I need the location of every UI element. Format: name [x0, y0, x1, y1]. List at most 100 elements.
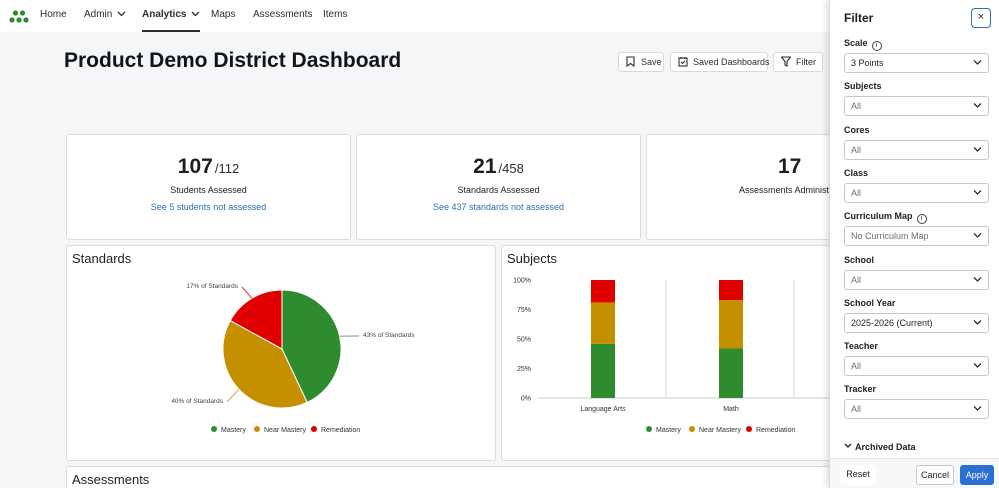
filter-select-value: 2025-2026 (Current): [851, 317, 933, 328]
filter-select-subjects[interactable]: All: [844, 96, 989, 117]
filter-select-value: All: [851, 101, 862, 112]
nav-items[interactable]: Items: [323, 9, 348, 20]
chevron-down-icon: [973, 146, 982, 152]
kpi-card-standards: 21/458 Standards Assessed See 437 standa…: [356, 134, 641, 240]
pie-slice-mastery[interactable]: [281, 289, 342, 404]
bar-segment-mastery[interactable]: [591, 343, 615, 398]
filter-panel-title: Filter: [844, 11, 874, 25]
filter-label-text: Subjects: [844, 81, 882, 92]
filter-label-subjects: Subjects: [844, 81, 882, 91]
filter-label-text: School: [844, 254, 875, 265]
pie-label-leader: [241, 286, 253, 299]
filter-label-tracker: Tracker: [844, 384, 876, 394]
reset-button[interactable]: Reset: [840, 465, 876, 485]
nav-analytics-label: Analytics: [142, 9, 187, 20]
filter-select-class[interactable]: All: [844, 182, 989, 203]
nav-analytics[interactable]: Analytics: [142, 0, 201, 32]
kpi-standards-label: Standards Assessed: [457, 185, 540, 195]
nav-home[interactable]: Home: [40, 9, 67, 20]
nav-admin-label: Admin: [84, 9, 113, 20]
chevron-down-icon: [844, 443, 852, 448]
filter-label-curriculum-map: Curriculum Map i: [844, 211, 927, 225]
kpi-standards-total: /458: [498, 161, 524, 176]
apply-button[interactable]: Apply: [960, 465, 994, 485]
saved-dashboards-button[interactable]: Saved Dashboards: [670, 52, 770, 72]
filter-select-school[interactable]: All: [844, 269, 989, 290]
filter-panel: Filter × Scale i 3 Points Subjects All Cores A…: [829, 0, 999, 488]
filter-label-school: School: [844, 255, 874, 265]
legend-label: Remediation: [321, 427, 360, 434]
filter-select-value: All: [851, 187, 862, 198]
chevron-down-icon: [973, 319, 982, 325]
info-icon[interactable]: i: [916, 214, 927, 225]
standards-panel-title: Standards: [72, 251, 132, 266]
pie-slice-remediation[interactable]: [229, 289, 283, 350]
filter-label-scale: Scale i: [844, 38, 882, 51]
filter-label-text: Cores: [844, 124, 870, 135]
legend-label: Near Mastery: [699, 427, 742, 434]
chevron-down-icon: [973, 103, 982, 109]
nav-admin[interactable]: Admin: [84, 0, 126, 32]
bar-segment-remediation[interactable]: [591, 280, 615, 303]
filter-label-class: Class: [844, 168, 868, 178]
bar-segment-near-mastery[interactable]: [591, 302, 615, 344]
filter-select-value: All: [851, 361, 862, 372]
app-logo-icon[interactable]: [9, 9, 29, 23]
cancel-button[interactable]: Cancel: [916, 465, 954, 485]
subjects-panel-title: Subjects: [507, 251, 557, 266]
kpi-students-total: /112: [214, 161, 240, 176]
filter-select-value: No Curriculum Map: [851, 231, 929, 242]
assessments-panel: Assessments: [66, 466, 931, 488]
archived-data-toggle[interactable]: Archived Data: [844, 442, 916, 452]
x-tick-label: Language Arts: [580, 406, 626, 413]
bar-segment-remediation[interactable]: [719, 280, 743, 301]
filter-footer: Reset Cancel Apply: [830, 458, 999, 488]
filter-select-curriculum-map[interactable]: No Curriculum Map: [844, 226, 989, 247]
legend-label: Near Mastery: [264, 427, 307, 434]
filter-select-scale[interactable]: 3 Points: [844, 53, 989, 73]
close-filter-button[interactable]: ×: [971, 8, 991, 28]
filter-select-tracker[interactable]: All: [844, 399, 989, 420]
save-button-label: Save: [641, 57, 662, 67]
chevron-down-icon: [973, 233, 982, 239]
save-button[interactable]: Save: [618, 52, 664, 72]
filter-select-teacher[interactable]: All: [844, 356, 989, 377]
filter-button[interactable]: Filter: [773, 52, 823, 72]
filter-label-school-year: School Year: [844, 298, 895, 308]
bar-segment-mastery[interactable]: [719, 348, 743, 398]
archived-data-label: Archived Data: [855, 442, 916, 452]
bar-segment-near-mastery[interactable]: [719, 300, 743, 349]
info-icon[interactable]: i: [871, 41, 882, 51]
filter-select-value: All: [851, 274, 862, 285]
legend-label: Mastery: [656, 427, 681, 434]
x-tick-label: Math: [723, 406, 739, 413]
standards-not-assessed-link[interactable]: See 437 standards not assessed: [432, 202, 565, 212]
kpi-standards-value: 21/458: [357, 155, 640, 179]
students-not-assessed-link[interactable]: See 5 students not assessed: [150, 202, 267, 212]
chevron-down-icon: [973, 406, 982, 412]
legend-marker: [646, 426, 652, 432]
filter-select-school-year[interactable]: 2025-2026 (Current): [844, 312, 989, 333]
filter-label-teacher: Teacher: [844, 341, 878, 351]
filter-funnel-icon: [781, 56, 791, 67]
subjects-bar-chart: 0% 25% 50% 75% 100% Language Arts Math Mastery N…: [513, 278, 930, 434]
filter-select-cores[interactable]: All: [844, 139, 989, 160]
kpi-assessments-label: Assessments Administered: [739, 185, 848, 195]
filter-label-text: Curriculum Map: [844, 211, 913, 222]
legend-marker: [311, 426, 317, 432]
filter-label-text: Teacher: [844, 341, 878, 352]
filter-label-cores: Cores: [844, 125, 870, 135]
chevron-down-icon: [973, 60, 982, 65]
legend-marker: [254, 426, 260, 432]
bookmark-icon: [626, 56, 635, 67]
chevron-down-icon: [973, 276, 982, 282]
pie-label-leader: [226, 389, 240, 403]
nav-maps[interactable]: Maps: [211, 9, 236, 20]
nav-assessments[interactable]: Assessments: [253, 9, 313, 20]
saved-dashboards-label: Saved Dashboards: [693, 57, 770, 67]
filter-label-text: Class: [844, 167, 869, 178]
legend-label: Remediation: [756, 427, 795, 434]
pie-data-label: 40% of Standards: [171, 398, 223, 405]
kpi-assessments-count: 17: [778, 155, 802, 178]
legend-marker: [746, 426, 752, 432]
